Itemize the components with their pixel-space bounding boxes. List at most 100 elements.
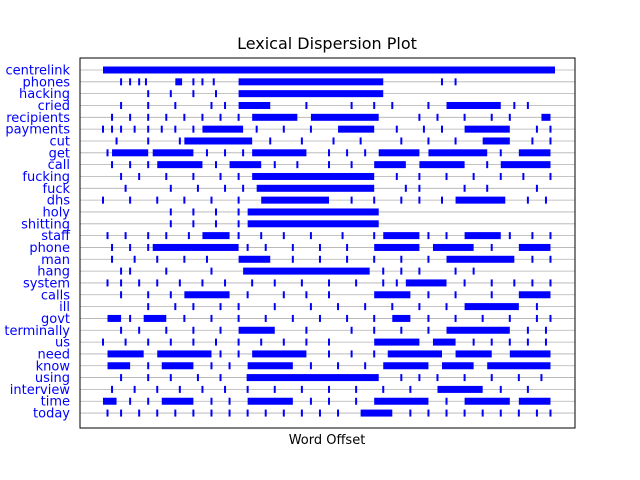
word-label-cut: cut bbox=[50, 134, 70, 149]
offset-mark-cried-11 bbox=[427, 101, 430, 109]
offset-mark-hang-8 bbox=[454, 267, 457, 275]
offset-mark-ill-11 bbox=[445, 303, 448, 311]
offset-mark-us-13 bbox=[472, 338, 475, 346]
offset-mark-staff-10 bbox=[341, 232, 344, 240]
offset-mark-interview-14 bbox=[499, 385, 502, 393]
offset-mark-need-6 bbox=[350, 350, 353, 358]
offset-mark-using-6 bbox=[247, 374, 379, 382]
offset-mark-fucking-1 bbox=[138, 172, 141, 180]
word-label-need: need bbox=[38, 347, 71, 362]
offset-mark-system-8 bbox=[273, 279, 276, 287]
offset-mark-system-9 bbox=[300, 279, 303, 287]
offset-mark-shitting-3 bbox=[237, 220, 240, 228]
offset-mark-get-6 bbox=[252, 149, 307, 157]
offset-mark-time-2 bbox=[147, 397, 150, 405]
offset-mark-know-1 bbox=[147, 362, 150, 370]
offset-mark-call-2 bbox=[147, 161, 150, 169]
offset-mark-calls-9 bbox=[427, 291, 430, 299]
offset-mark-using-10 bbox=[463, 374, 466, 382]
offset-mark-cut-12 bbox=[531, 137, 534, 145]
offset-mark-cried-7 bbox=[305, 101, 308, 109]
offset-mark-cried-2 bbox=[174, 101, 177, 109]
offset-mark-govt-12 bbox=[427, 314, 430, 322]
offset-mark-time-10 bbox=[374, 397, 429, 405]
offset-mark-hang-7 bbox=[418, 267, 421, 275]
offset-mark-call-7 bbox=[296, 161, 299, 169]
offset-mark-phone-5 bbox=[264, 243, 267, 251]
offset-mark-govt-15 bbox=[508, 314, 511, 322]
offset-mark-us-1 bbox=[124, 338, 127, 346]
offset-mark-ill-5 bbox=[273, 303, 276, 311]
offset-mark-calls-5 bbox=[282, 291, 285, 299]
offset-mark-us-4 bbox=[192, 338, 195, 346]
offset-mark-man-3 bbox=[183, 255, 186, 263]
offset-mark-today-11 bbox=[300, 409, 303, 417]
offset-mark-system-18 bbox=[531, 279, 534, 287]
offset-mark-man-2 bbox=[156, 255, 159, 263]
offset-mark-fucking-11 bbox=[499, 172, 502, 180]
offset-mark-cried-14 bbox=[526, 101, 529, 109]
offset-mark-calls-3 bbox=[184, 291, 230, 299]
word-label-today: today bbox=[33, 407, 70, 422]
offset-mark-payments-18 bbox=[549, 125, 552, 133]
offset-mark-today-22 bbox=[535, 409, 538, 417]
offset-mark-ill-0 bbox=[147, 303, 150, 311]
word-label-shitting: shitting bbox=[21, 217, 70, 232]
offset-mark-call-6 bbox=[273, 161, 276, 169]
offset-mark-recipients-2 bbox=[147, 113, 150, 121]
offset-mark-interview-12 bbox=[409, 385, 412, 393]
offset-mark-today-7 bbox=[228, 409, 231, 417]
offset-mark-today-5 bbox=[192, 409, 195, 417]
offset-mark-dhs-0 bbox=[102, 196, 104, 204]
offset-mark-payments-9 bbox=[255, 125, 258, 133]
word-label-using: using bbox=[35, 371, 70, 386]
offset-mark-hang-5 bbox=[382, 267, 385, 275]
offset-mark-need-10 bbox=[509, 350, 551, 358]
offset-mark-using-9 bbox=[436, 374, 439, 382]
offset-mark-man-6 bbox=[291, 255, 294, 263]
offset-mark-govt-5 bbox=[237, 314, 240, 322]
offset-mark-terminally-13 bbox=[544, 326, 547, 334]
offset-mark-recipients-13 bbox=[490, 113, 493, 121]
word-label-phones: phones bbox=[23, 75, 71, 90]
offset-mark-phones-1 bbox=[129, 78, 132, 86]
offset-mark-payments-17 bbox=[535, 125, 538, 133]
offset-mark-ill-3 bbox=[219, 303, 222, 311]
offset-mark-staff-6 bbox=[237, 232, 240, 240]
offset-mark-govt-7 bbox=[291, 314, 294, 322]
offset-mark-know-10 bbox=[442, 362, 474, 370]
offset-mark-ill-2 bbox=[192, 303, 195, 311]
offset-mark-cried-12 bbox=[446, 101, 501, 109]
offset-mark-staff-14 bbox=[445, 232, 448, 240]
word-label-call: call bbox=[48, 158, 70, 173]
offset-mark-interview-11 bbox=[382, 385, 385, 393]
offset-mark-get-7 bbox=[328, 149, 330, 157]
offset-mark-today-8 bbox=[246, 409, 249, 417]
chart-title: Lexical Dispersion Plot bbox=[237, 34, 417, 53]
offset-mark-govt-4 bbox=[210, 314, 213, 322]
offset-mark-man-8 bbox=[346, 255, 349, 263]
offset-mark-today-23 bbox=[549, 409, 552, 417]
offset-mark-using-4 bbox=[219, 374, 222, 382]
offset-mark-phones-9 bbox=[441, 78, 443, 86]
offset-mark-man-1 bbox=[133, 255, 136, 263]
offset-mark-time-1 bbox=[129, 397, 132, 405]
offset-mark-know-9 bbox=[383, 362, 429, 370]
offset-mark-cried-4 bbox=[224, 101, 227, 109]
offset-mark-phone-4 bbox=[246, 243, 249, 251]
offset-mark-us-15 bbox=[508, 338, 511, 346]
offset-mark-call-1 bbox=[129, 161, 132, 169]
offset-mark-govt-6 bbox=[264, 314, 267, 322]
offset-mark-fucking-8 bbox=[418, 172, 421, 180]
offset-mark-using-7 bbox=[400, 374, 403, 382]
offset-mark-know-2 bbox=[161, 362, 194, 370]
offset-mark-get-13 bbox=[518, 149, 551, 157]
offset-mark-dhs-14 bbox=[544, 196, 547, 204]
offset-mark-fucking-3 bbox=[192, 172, 195, 180]
offset-mark-shitting-1 bbox=[192, 220, 195, 228]
offset-mark-govt-1 bbox=[129, 314, 132, 322]
offset-mark-get-5 bbox=[242, 149, 245, 157]
offset-mark-system-3 bbox=[156, 279, 159, 287]
offset-mark-system-17 bbox=[513, 279, 516, 287]
offset-mark-system-7 bbox=[251, 279, 254, 287]
